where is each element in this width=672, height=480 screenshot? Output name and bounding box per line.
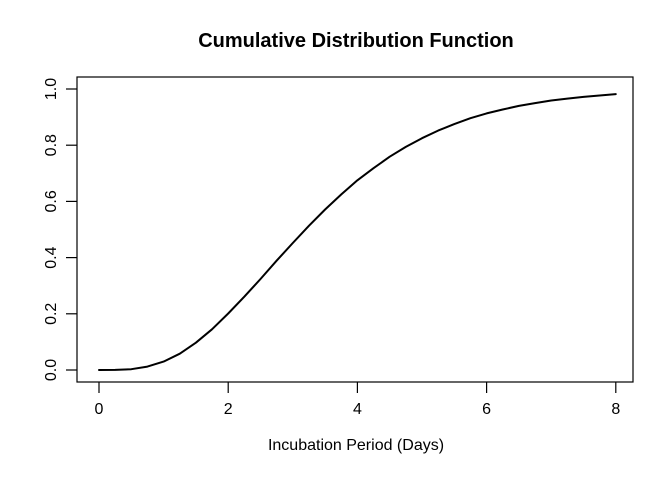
y-tick-label: 1.0 — [43, 78, 60, 100]
x-axis-label: Incubation Period (Days) — [268, 437, 444, 454]
plot-title: Cumulative Distribution Function — [198, 30, 514, 52]
y-tick-label: 0.0 — [43, 359, 60, 381]
cdf-curve — [98, 93, 617, 371]
x-axis-ticks: 0 2 4 6 8 — [95, 382, 620, 418]
y-tick-label: 0.8 — [43, 134, 60, 156]
y-tick-label: 0.2 — [43, 303, 60, 325]
x-tick-label: 4 — [353, 401, 362, 418]
y-axis-ticks: 0.0 0.2 0.4 0.6 0.8 1.0 — [43, 78, 77, 381]
x-tick-label: 0 — [95, 401, 104, 418]
plot-box — [76, 76, 634, 383]
x-tick-label: 2 — [224, 401, 233, 418]
y-tick-label: 0.6 — [43, 190, 60, 212]
x-tick-label: 6 — [482, 401, 491, 418]
x-tick-label: 8 — [611, 401, 620, 418]
y-tick-label: 0.4 — [43, 246, 60, 268]
